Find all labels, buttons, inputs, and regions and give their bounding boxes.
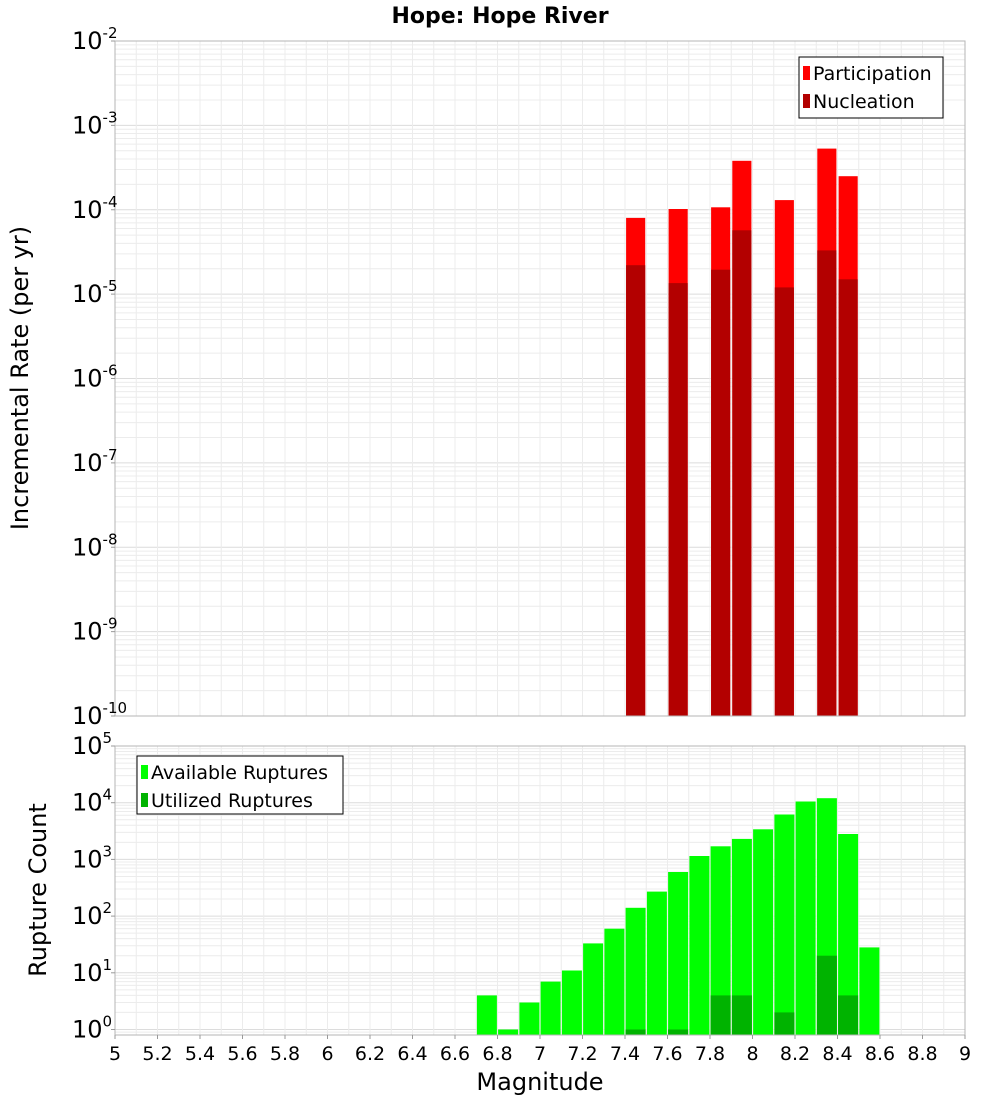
x-tick-label: 9: [959, 1043, 971, 1065]
bottom-bar-series1: [838, 834, 859, 1035]
top-y-tick-label: 10-3: [72, 108, 118, 139]
bottom-bar-series1: [731, 838, 752, 1035]
bottom-y-tick-label: 102: [72, 899, 112, 930]
x-tick-label: 7: [534, 1043, 546, 1065]
bottom-y-tick-label: 100: [72, 1013, 112, 1044]
bottom-bar-series1: [753, 829, 774, 1035]
bottom-bar-series1: [604, 928, 625, 1035]
bottom-legend-swatch: [141, 765, 148, 779]
top-y-tick-label: 10-2: [72, 24, 118, 55]
x-tick-label: 7.2: [567, 1043, 597, 1065]
x-tick-label: 6.8: [482, 1043, 512, 1065]
x-tick-label: 7.8: [695, 1043, 725, 1065]
bottom-legend-label: Utilized Ruptures: [151, 790, 313, 812]
bottom-y-tick-label: 104: [72, 786, 112, 817]
bottom-bar-series1: [498, 1029, 519, 1035]
top-bar-series2: [774, 287, 794, 716]
bottom-bar-series2: [625, 1029, 646, 1035]
top-legend-label: Participation: [813, 63, 932, 85]
x-tick-label: 8: [746, 1043, 758, 1065]
bottom-bar-series1: [710, 846, 731, 1035]
bottom-bar-series1: [774, 814, 795, 1035]
top-y-tick-label: 10-5: [72, 277, 118, 308]
bottom-plot: 105 104 103 102 101 100 Available Ruptures Util…: [72, 729, 966, 1044]
x-tick-label: 7.6: [652, 1043, 682, 1065]
top-plot: 10-2 10-3 10-4 10-5 10-6 10-7 10-8 10-9 10-10 Par…: [72, 24, 966, 730]
top-legend-swatch: [803, 94, 810, 108]
top-bar-series2: [817, 250, 837, 716]
bottom-y-axis-label: Rupture Count: [24, 803, 52, 977]
bottom-bar-series1: [646, 891, 667, 1035]
x-tick-label: 8.2: [780, 1043, 810, 1065]
bottom-legend-label: Available Ruptures: [151, 762, 328, 784]
bottom-bar-series2: [731, 995, 752, 1035]
x-tick-label: 6.6: [440, 1043, 470, 1065]
bottom-bar-series1: [689, 856, 710, 1035]
bottom-bar-series2: [816, 955, 837, 1035]
bottom-bar-series1: [561, 970, 582, 1035]
top-bar-series2: [626, 265, 646, 716]
top-legend-swatch: [803, 66, 810, 80]
bottom-bar-series1: [859, 947, 880, 1035]
top-bar-series2: [668, 283, 688, 716]
bottom-y-tick-label: 105: [72, 729, 112, 760]
bottom-bar-series2: [710, 995, 731, 1035]
bottom-bar-series2: [668, 1029, 689, 1035]
x-tick-label: 5.4: [185, 1043, 215, 1065]
x-tick-label: 5.2: [142, 1043, 172, 1065]
x-tick-label: 6: [321, 1043, 333, 1065]
x-tick-label: 8.6: [865, 1043, 895, 1065]
bottom-bar-series1: [625, 907, 646, 1035]
bottom-bar-series1: [519, 1002, 540, 1035]
top-y-tick-label: 10-7: [72, 446, 118, 477]
x-tick-label: 8.8: [907, 1043, 937, 1065]
x-tick-label: 5.6: [227, 1043, 257, 1065]
top-legend: [798, 56, 944, 119]
top-y-axis-label: Incremental Rate (per yr): [6, 226, 34, 530]
bottom-bar-series1: [540, 981, 561, 1035]
bottom-bar-series1: [795, 801, 816, 1035]
bottom-legend-swatch: [141, 793, 148, 807]
x-tick-label: 6.4: [397, 1043, 427, 1065]
bottom-bar-series2: [774, 1012, 795, 1035]
x-tick-label: 5.8: [270, 1043, 300, 1065]
x-tick-label: 8.4: [822, 1043, 852, 1065]
bottom-bar-series1: [476, 995, 497, 1035]
top-y-tick-label: 10-4: [72, 193, 118, 224]
top-y-tick-label: 10-6: [72, 362, 118, 393]
top-y-tick-label: 10-9: [72, 615, 118, 646]
top-y-tick-label: 10-10: [72, 699, 127, 730]
top-y-tick-label: 10-8: [72, 530, 118, 561]
chart-title: Hope: Hope River: [391, 4, 608, 29]
bottom-bar-series1: [583, 943, 604, 1035]
bottom-bar-series2: [838, 995, 859, 1035]
top-bar-series2: [838, 279, 858, 716]
bottom-y-tick-label: 101: [72, 956, 112, 987]
top-bar-series2: [711, 269, 731, 716]
bottom-bar-series1: [668, 872, 689, 1035]
bottom-legend: [136, 755, 344, 815]
top-legend-label: Nucleation: [813, 91, 915, 113]
x-axis-label: Magnitude: [476, 1068, 603, 1096]
top-bar-series2: [732, 230, 752, 717]
x-tick-label: 6.2: [355, 1043, 385, 1065]
bottom-y-tick-label: 103: [72, 842, 112, 873]
x-tick-label: 7.4: [610, 1043, 640, 1065]
x-tick-label: 5: [109, 1043, 121, 1065]
